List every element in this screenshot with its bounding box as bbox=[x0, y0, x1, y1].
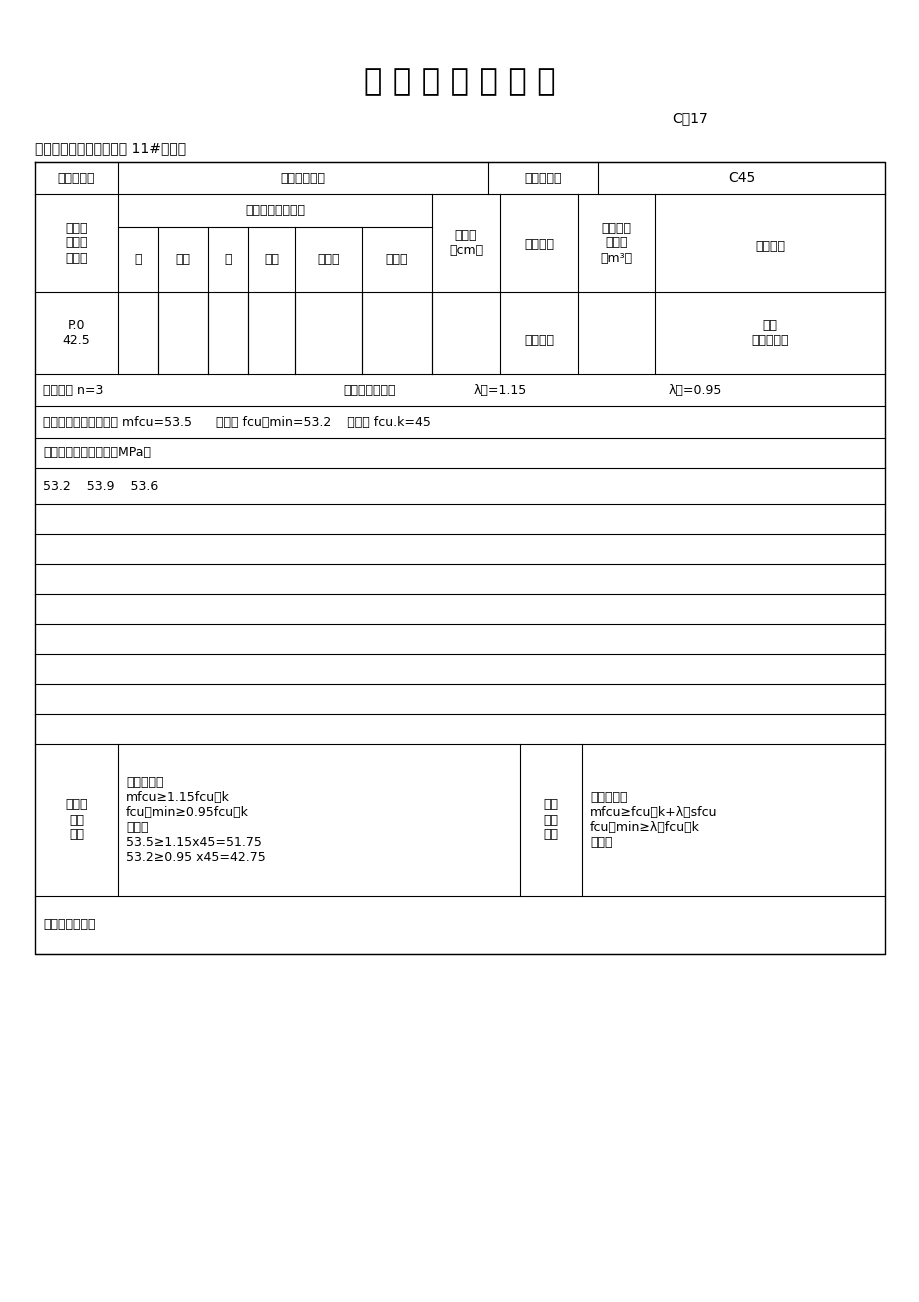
Text: 配合比（重量比）: 配合比（重量比） bbox=[244, 204, 305, 217]
Text: 养护条件: 养护条件 bbox=[524, 238, 553, 251]
Text: 砂: 砂 bbox=[224, 253, 232, 266]
Text: 结构部位: 结构部位 bbox=[754, 241, 784, 254]
Text: 合格判定系数：: 合格判定系数： bbox=[344, 384, 396, 397]
Text: 混 凝 土 强 度 评 定: 混 凝 土 强 度 评 定 bbox=[364, 68, 555, 96]
Text: 主体分部工程: 主体分部工程 bbox=[280, 172, 325, 185]
Text: 单位工程：金座雅园三期 11#楼工程: 单位工程：金座雅园三期 11#楼工程 bbox=[35, 141, 186, 155]
Text: 标准养护: 标准养护 bbox=[524, 335, 553, 348]
Text: 53.2    53.9    53.6: 53.2 53.9 53.6 bbox=[43, 479, 158, 492]
Text: 坐落度
（cm）: 坐落度 （cm） bbox=[448, 229, 482, 256]
Text: 水泥品
种及强
度等级: 水泥品 种及强 度等级 bbox=[65, 221, 87, 264]
Text: 外加剂: 外加剂 bbox=[317, 253, 339, 266]
Text: C！17: C！17 bbox=[672, 111, 707, 125]
Text: 石子: 石子 bbox=[264, 253, 278, 266]
Text: 同一验收批强度平均値 mfcu=53.5      最小値 fcu，min=53.2    标准値 fcu.k=45: 同一验收批强度平均値 mfcu=53.5 最小値 fcu，min=53.2 标准… bbox=[43, 415, 430, 428]
Text: 水泥: 水泥 bbox=[176, 253, 190, 266]
Text: 非统计
方法
评定: 非统计 方法 评定 bbox=[65, 798, 87, 841]
Text: 三层
墙梁板柱梯: 三层 墙梁板柱梯 bbox=[751, 319, 788, 348]
Text: 统计条件：
mfcu≥fcu，k+λ１sfcu
fcu，min≥λ２fcu，k
计算：: 统计条件： mfcu≥fcu，k+λ１sfcu fcu，min≥λ２fcu，k … bbox=[589, 792, 717, 849]
Text: 验收批各组试件强度（MPa）: 验收批各组试件强度（MPa） bbox=[43, 447, 151, 460]
Text: 同批砖代
表数量
（m³）: 同批砖代 表数量 （m³） bbox=[600, 221, 632, 264]
Text: 试件组数 n=3: 试件组数 n=3 bbox=[43, 384, 103, 397]
Text: 统计
方法
评定: 统计 方法 评定 bbox=[543, 798, 558, 841]
Text: 验收批名称: 验收批名称 bbox=[58, 172, 96, 185]
Text: 掇和料: 掇和料 bbox=[385, 253, 408, 266]
Text: 水: 水 bbox=[134, 253, 142, 266]
Text: λ３=1.15: λ３=1.15 bbox=[473, 384, 526, 397]
Text: 评定条件：
mfcu≥1.15fcu，k
fcu，min≥0.95fcu，k
计算：
53.5≥1.15x45=51.75
53.2≥0.95 x45=42.7: 评定条件： mfcu≥1.15fcu，k fcu，min≥0.95fcu，k 计… bbox=[126, 776, 266, 865]
Text: λ４=0.95: λ４=0.95 bbox=[667, 384, 720, 397]
Text: 验收评定结论：: 验收评定结论： bbox=[43, 918, 96, 931]
Text: C45: C45 bbox=[727, 171, 754, 185]
Text: 砖强度等级: 砖强度等级 bbox=[524, 172, 562, 185]
Text: P.0
42.5: P.0 42.5 bbox=[62, 319, 90, 348]
